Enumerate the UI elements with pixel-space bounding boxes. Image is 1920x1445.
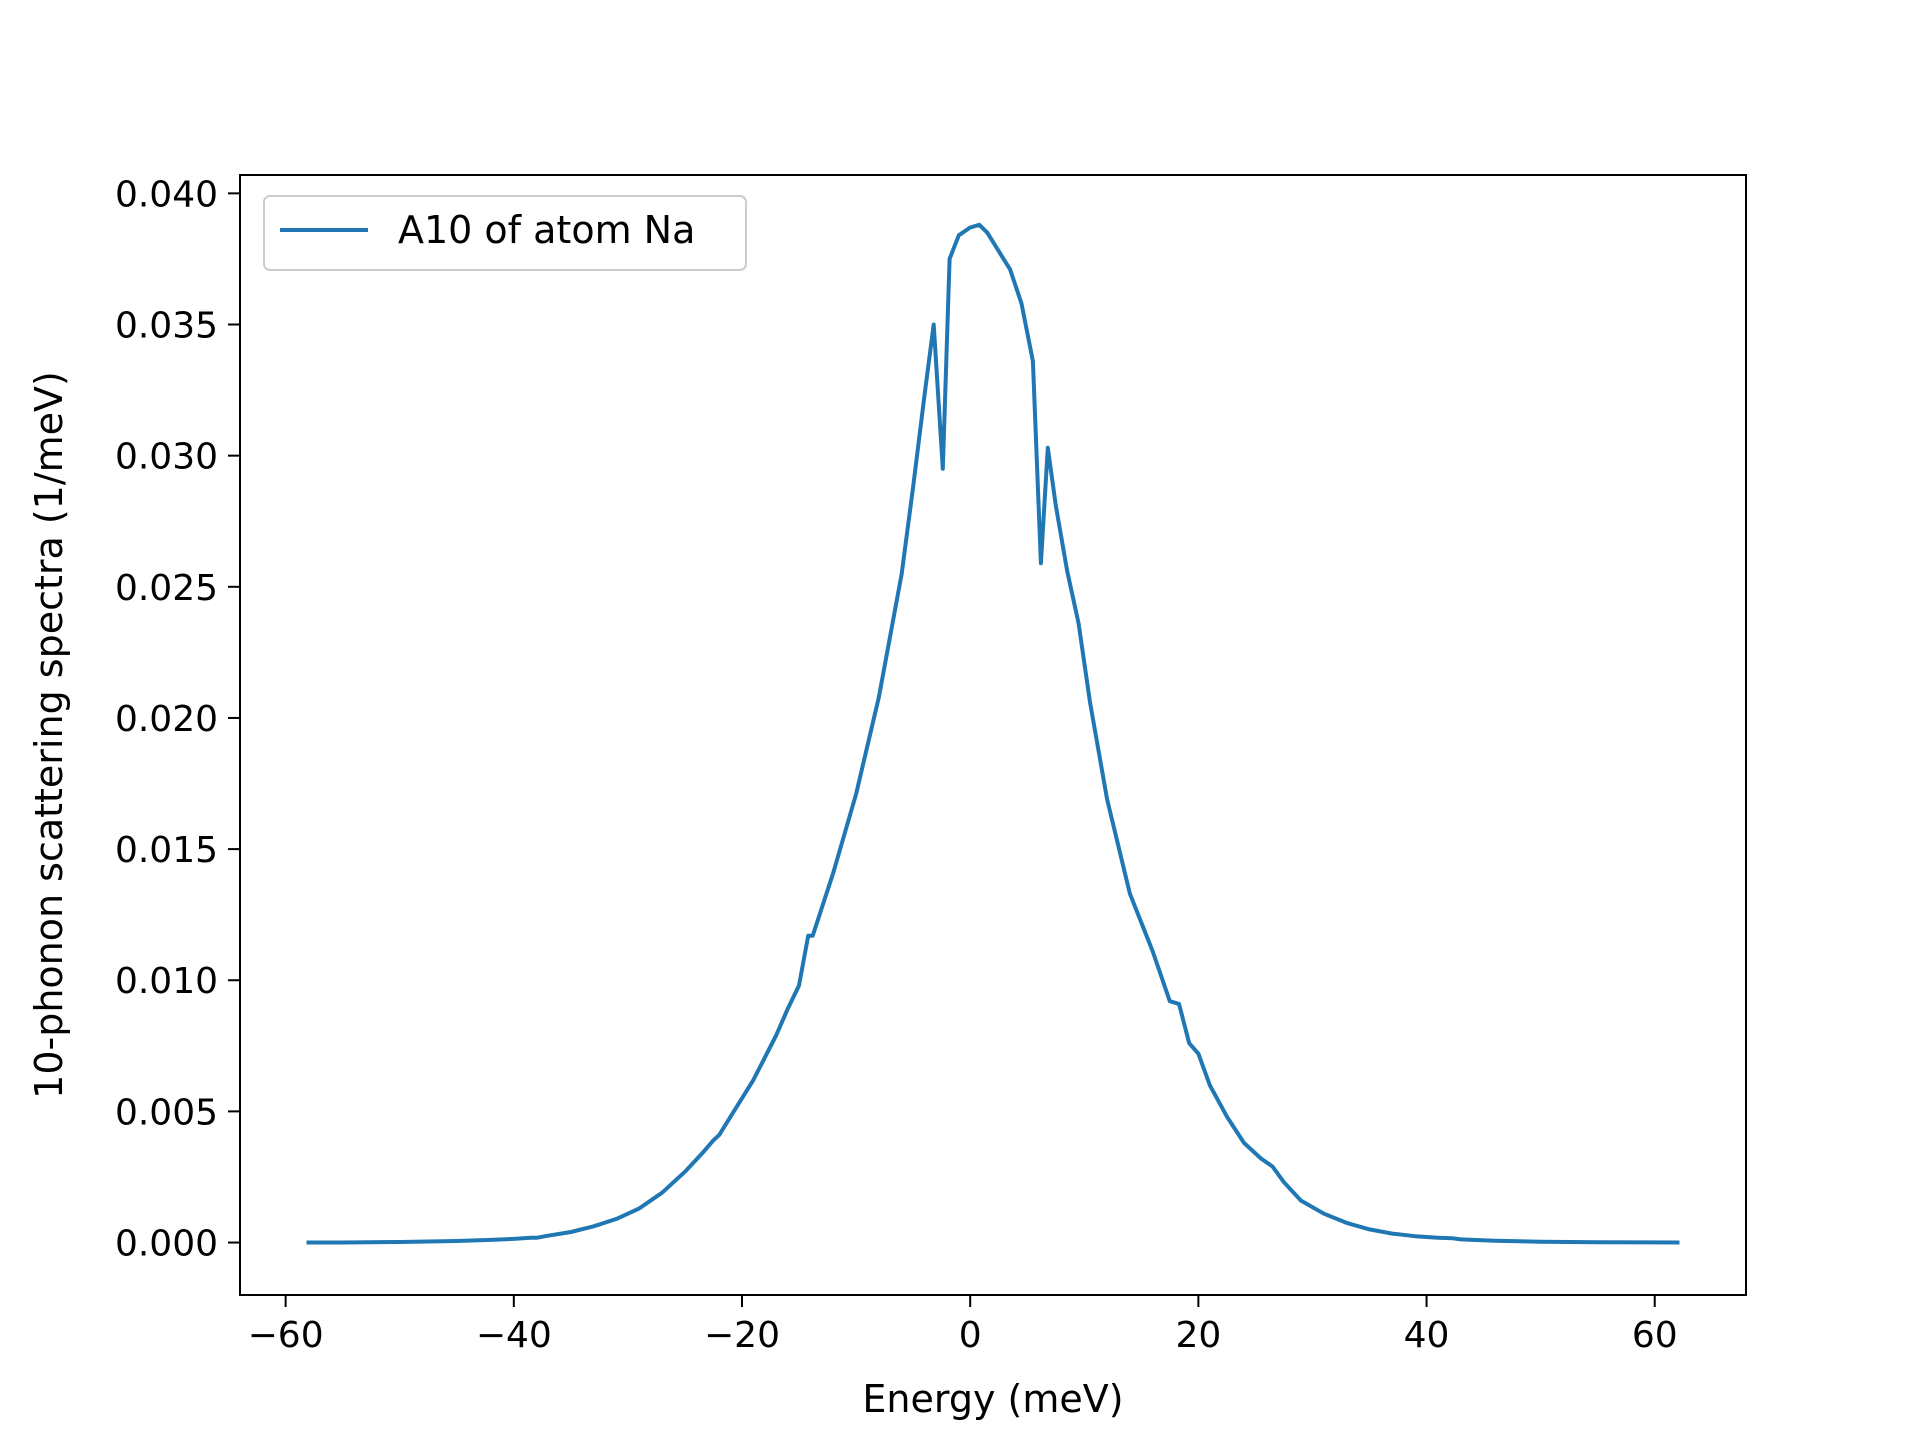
y-tick-label: 0.015 [115,830,218,871]
x-tick-label: 60 [1632,1315,1678,1356]
legend: A10 of atom Na [263,195,747,271]
series-lines [306,222,1680,1245]
x-tick-label: 40 [1404,1315,1450,1356]
legend-box [263,195,747,271]
x-tick-label: −40 [476,1315,552,1356]
y-tick-label: 0.025 [115,568,218,609]
y-tick-label: 0.000 [115,1224,218,1265]
y-tick-label: 0.010 [115,961,218,1002]
x-axis-ticks: −60 −40 −20 0 20 40 60 [248,1295,1678,1356]
x-tick-label: 20 [1175,1315,1221,1356]
y-axis-ticks: 0.000 0.005 0.010 0.015 0.020 0.025 0.030 0.035… [115,174,240,1265]
legend-entry-label: A10 of atom Na [398,208,695,252]
y-axis-label: 10-phonon scattering spectra (1/meV) [27,371,71,1099]
y-tick-label: 0.005 [115,1092,218,1133]
x-tick-label: −20 [704,1315,780,1356]
y-tick-label: 0.020 [115,699,218,740]
y-tick-label: 0.030 [115,437,218,478]
y-tick-label: 0.035 [115,306,218,347]
x-axis-label: Energy (meV) [862,1377,1123,1421]
series-line-0 [306,222,1680,1245]
x-tick-label: −60 [248,1315,324,1356]
axes-frame [239,174,1747,1296]
y-tick-label: 0.040 [115,174,218,215]
x-tick-label: 0 [959,1315,982,1356]
